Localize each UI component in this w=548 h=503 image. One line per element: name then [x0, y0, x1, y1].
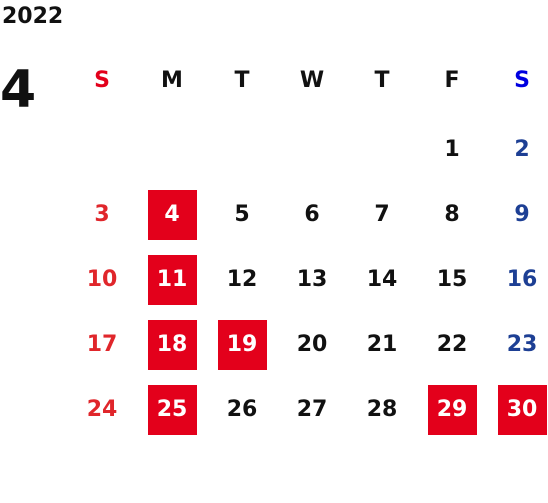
day: 14	[366, 267, 398, 292]
month: 4	[0, 60, 37, 120]
day: 10	[86, 267, 118, 292]
day: 9	[514, 202, 530, 227]
weekday-label: T	[234, 68, 250, 93]
day: 15	[436, 267, 468, 292]
day: 20	[296, 332, 328, 357]
weekday-label: S	[514, 68, 530, 93]
highlighted-day: 18	[147, 320, 197, 370]
year: 2022	[2, 4, 64, 29]
highlighted-day: 30	[497, 385, 547, 435]
day: 12	[226, 267, 258, 292]
day: 2	[514, 137, 530, 162]
weekday-label: M	[161, 68, 183, 93]
day: 1	[444, 137, 460, 162]
day: 23	[506, 332, 538, 357]
day: 26	[226, 397, 258, 422]
day: 6	[304, 202, 320, 227]
day: 22	[436, 332, 468, 357]
day: 13	[296, 267, 328, 292]
highlighted-day: 19	[217, 320, 267, 370]
day: 21	[366, 332, 398, 357]
weekday-label: S	[94, 68, 110, 93]
weekday-label: T	[374, 68, 390, 93]
day: 8	[444, 202, 460, 227]
day: 28	[366, 397, 398, 422]
highlighted-day: 29	[427, 385, 477, 435]
day: 17	[86, 332, 118, 357]
highlighted-day: 25	[147, 385, 197, 435]
weekday-label: W	[299, 68, 325, 93]
weekday-label: F	[444, 68, 460, 93]
day: 5	[234, 202, 250, 227]
day: 3	[94, 202, 110, 227]
day: 24	[86, 397, 118, 422]
day: 7	[374, 202, 390, 227]
highlighted-day: 4	[147, 190, 197, 240]
highlighted-day: 11	[147, 255, 197, 305]
day: 16	[506, 267, 538, 292]
day: 27	[296, 397, 328, 422]
